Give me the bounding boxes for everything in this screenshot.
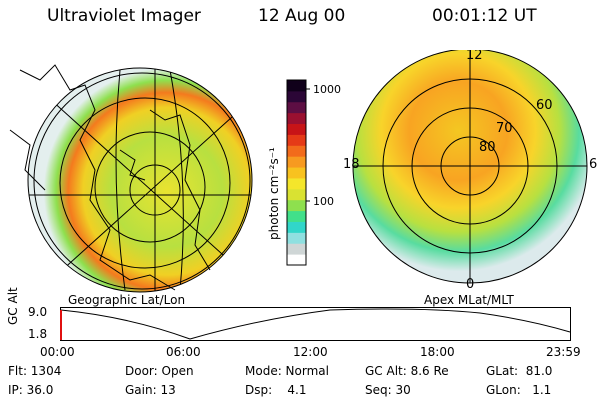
colorbar-swatches	[287, 80, 306, 266]
colorbar-tick-100: 100	[313, 195, 334, 208]
timeline-xtick-1800: 18:00	[420, 345, 455, 359]
colorbar-swatch	[287, 177, 306, 190]
mlt-label-18: 18	[343, 157, 360, 172]
mlat-label-80: 80	[479, 140, 496, 155]
colorbar-swatch	[287, 90, 306, 103]
door-status: Door: Open	[125, 364, 194, 378]
mlat-label-70: 70	[496, 121, 513, 136]
mode-status: Mode: Normal	[245, 364, 329, 378]
colorbar-swatch	[287, 112, 306, 125]
coastline-outline	[9, 64, 211, 291]
mlat-label-60: 60	[536, 98, 553, 113]
instrument-title: Ultraviolet Imager	[47, 6, 201, 26]
mlt-label-6: 6	[589, 157, 597, 172]
mlt-grid	[352, 50, 588, 284]
mlt-label-12: 12	[466, 50, 483, 63]
colorbar-swatch	[287, 167, 306, 179]
colorbar-swatch	[287, 221, 306, 233]
time-label: 00:01:12 UT	[432, 6, 537, 26]
colorbar: 1000 100 photon cm⁻²s⁻¹	[267, 79, 341, 266]
colorbar-swatch	[287, 80, 306, 92]
geographic-longitude: GLon: 1.1	[486, 383, 552, 397]
gain-value: Gain: 13	[125, 383, 176, 397]
colorbar-swatch	[287, 123, 306, 135]
colorbar-swatch	[287, 243, 306, 255]
timeline-xtick-2359: 23:59	[546, 345, 581, 359]
colorbar-tick-1000: 1000	[313, 83, 341, 96]
timeline-ylabel: GC Alt	[6, 287, 20, 325]
ip-value: IP: 36.0	[8, 383, 54, 397]
colorbar-swatch	[287, 145, 306, 157]
timeline-ytick-top: 9.0	[28, 305, 48, 319]
colorbar-swatch	[287, 199, 306, 212]
geographic-label: Geographic Lat/Lon	[68, 293, 186, 307]
apex-mlat-mlt-panel: 80 70 60 12 18 6 0	[343, 50, 597, 292]
altitude-timeline-plot	[60, 307, 571, 341]
mlt-label-0: 0	[466, 277, 474, 292]
colorbar-swatch	[287, 188, 306, 201]
colorbar-unit-label: photon cm⁻²s⁻¹	[267, 147, 281, 240]
dsp-value: Dsp: 4.1	[245, 383, 307, 397]
flight-number: Flt: 1304	[8, 364, 62, 378]
gc-altitude: GC Alt: 8.6 Re	[365, 364, 449, 378]
colorbar-swatch	[287, 101, 306, 114]
colorbar-swatch	[287, 254, 306, 266]
apex-label: Apex MLat/MLT	[424, 293, 514, 307]
colorbar-swatch	[287, 232, 306, 244]
timeline-ytick-bottom: 1.8	[28, 327, 48, 341]
geographic-projection-panel	[9, 64, 253, 293]
timeline-xtick-0600: 06:00	[166, 345, 201, 359]
timeline-xtick-1200: 12:00	[293, 345, 328, 359]
colorbar-swatch	[287, 134, 306, 146]
geographic-latitude: GLat: 81.0	[486, 364, 553, 378]
colorbar-swatch	[287, 156, 306, 168]
altitude-curve	[60, 308, 571, 340]
timeline-xtick-0000: 00:00	[40, 345, 75, 359]
sequence-number: Seq: 30	[365, 383, 411, 397]
date-label: 12 Aug 00	[258, 6, 346, 26]
colorbar-swatch	[287, 210, 306, 222]
